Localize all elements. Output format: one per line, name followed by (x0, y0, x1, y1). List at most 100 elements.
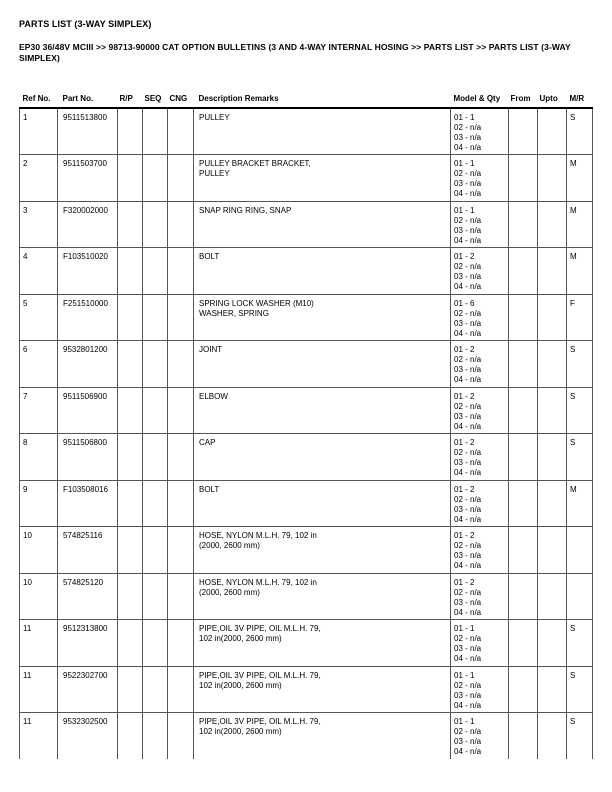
model-qty-cell-line: 01 - 6 (454, 298, 475, 308)
model-qty-cell-line: 04 - n/a (454, 143, 482, 152)
ref-no-cell: 6 (19, 340, 58, 388)
breadcrumb: EP30 36/48V MCIII >> 98713-90000 CAT OPT… (19, 42, 599, 63)
description-cell-line: BOLT (199, 252, 220, 261)
description-cell: BOLT (193, 247, 451, 295)
model-qty-cell-line: 03 - n/a (454, 597, 482, 607)
description-cell: SPRING LOCK WASHER (M10) WASHER, SPRING (193, 293, 451, 341)
model-qty-cell-line: 02 - n/a (454, 169, 482, 178)
description-cell: CAP (193, 433, 451, 481)
model-qty-cell: 01 - 1 02 - n/a 03 - n/a 04 - n/a (450, 154, 509, 202)
model-qty-cell: 01 - 2 02 - n/a 03 - n/a 04 - n/a (450, 526, 509, 574)
mr-cell: S (566, 340, 593, 388)
mr-cell: F (566, 293, 593, 341)
model-qty-cell-line: 04 - n/a (454, 654, 482, 663)
page-title: PARTS LIST (3-WAY SIMPLEX) (19, 19, 152, 29)
model-qty-cell-line: 03 - n/a (454, 504, 482, 514)
mr-cell: S (566, 386, 593, 434)
model-qty-cell-line: 01 - 2 (454, 484, 475, 494)
seq-cell (142, 340, 168, 388)
from-cell (508, 712, 538, 759)
model-qty-cell-line: 03 - n/a (454, 411, 482, 421)
description-cell-line: PULLEY BRACKET BRACKET, (199, 159, 311, 168)
description-cell: PIPE,OIL 3V PIPE, OIL M.L.H. 79, 102 in(2… (193, 619, 451, 667)
model-qty-cell-line: 04 - n/a (454, 468, 482, 477)
upto-cell (537, 479, 567, 527)
from-cell (508, 340, 538, 388)
seq-cell (142, 479, 168, 527)
cng-cell (167, 712, 194, 759)
model-qty-cell-line: 02 - n/a (454, 727, 482, 736)
column-header-part-no: Part No. (57, 84, 118, 109)
ref-no-cell: 4 (19, 247, 58, 295)
column-header-ref-no: Ref No. (19, 84, 58, 109)
cng-cell (167, 247, 194, 295)
model-qty-cell: 01 - 2 02 - n/a 03 - n/a 04 - n/a (450, 433, 509, 481)
description-cell: PIPE,OIL 3V PIPE, OIL M.L.H. 79, 102 in(2… (193, 712, 451, 759)
column-header-from: From (508, 84, 538, 109)
model-qty-cell-line: 03 - n/a (454, 644, 482, 653)
upto-cell (537, 386, 567, 434)
parts-table-body: 1 9511513800 PULLEY 01 - 1 02 - n/a 03 - n/a 0… (19, 107, 593, 759)
model-qty-cell-line: 04 - n/a (454, 189, 482, 198)
cng-cell (167, 293, 194, 341)
table-row: 11 9532302500 PIPE,OIL 3V PIPE, OIL M.L.H.… (19, 712, 593, 759)
upto-cell (537, 340, 567, 388)
model-qty-cell-line: 02 - n/a (454, 448, 482, 457)
upto-cell (537, 526, 567, 574)
mr-cell: M (566, 200, 593, 248)
model-qty-cell-line: 03 - n/a (454, 690, 482, 700)
upto-cell (537, 247, 567, 295)
part-no-cell: 9511513800 (57, 107, 118, 155)
rp-cell (117, 479, 143, 527)
rp-cell (117, 107, 143, 155)
model-qty-cell-line: 01 - 1 (454, 624, 475, 633)
description-cell: HOSE, NYLON M.L.H. 79, 102 in (2000, 2600… (193, 526, 451, 574)
seq-cell (142, 572, 168, 620)
model-qty-cell-line: 04 - n/a (454, 514, 482, 524)
upto-cell (537, 433, 567, 481)
cng-cell (167, 154, 194, 202)
model-qty-cell-line: 01 - 1 (454, 113, 475, 122)
table-row: 4 F103510020 BOLT 01 - 2 02 - n/a 03 - n/a 04 … (19, 247, 593, 295)
model-qty-cell-line: 03 - n/a (454, 737, 482, 746)
from-cell (508, 293, 538, 341)
description-cell-line: ELBOW (199, 391, 228, 401)
mr-cell: S (566, 433, 593, 481)
model-qty-cell-line: 01 - 1 (454, 670, 475, 680)
description-cell-line: PULLEY (199, 113, 230, 122)
table-row: 8 9511506800 CAP 01 - 2 02 - n/a 03 - n/a 04 -… (19, 433, 593, 481)
seq-cell (142, 433, 168, 481)
cng-cell (167, 107, 194, 155)
rp-cell (117, 386, 143, 434)
cng-cell (167, 386, 194, 434)
ref-no-cell: 11 (19, 665, 58, 713)
description-cell-line: PIPE,OIL 3V PIPE, OIL M.L.H. 79, (199, 717, 321, 726)
upto-cell (537, 712, 567, 759)
model-qty-cell-line: 04 - n/a (454, 328, 482, 338)
seq-cell (142, 712, 168, 759)
part-no-cell: 9511506800 (57, 433, 118, 481)
model-qty-cell-line: 04 - n/a (454, 747, 482, 756)
from-cell (508, 479, 538, 527)
model-qty-cell-line: 02 - n/a (454, 587, 482, 597)
table-row: 10 574825120 HOSE, NYLON M.L.H. 79, 102 in… (19, 572, 593, 620)
model-qty-cell-line: 01 - 2 (454, 252, 475, 261)
model-qty-cell-line: 02 - n/a (454, 355, 482, 364)
cng-cell (167, 479, 194, 527)
ref-no-cell: 10 (19, 526, 58, 574)
header-row: Ref No. Part No. R/P SEQ CNG Description… (19, 84, 593, 109)
part-no-cell: F103508016 (57, 479, 118, 527)
model-qty-cell: 01 - 1 02 - n/a 03 - n/a 04 - n/a (450, 200, 509, 248)
model-qty-cell: 01 - 1 02 - n/a 03 - n/a 04 - n/a (450, 107, 509, 155)
upto-cell (537, 619, 567, 667)
model-qty-cell-line: 01 - 2 (454, 438, 475, 447)
rp-cell (117, 340, 143, 388)
description-cell: JOINT (193, 340, 451, 388)
model-qty-cell-line: 01 - 2 (454, 391, 475, 401)
rp-cell (117, 665, 143, 713)
breadcrumb-line-2: SIMPLEX) (19, 52, 60, 63)
cng-cell (167, 340, 194, 388)
ref-no-cell: 2 (19, 154, 58, 202)
ref-no-cell: 11 (19, 712, 58, 759)
